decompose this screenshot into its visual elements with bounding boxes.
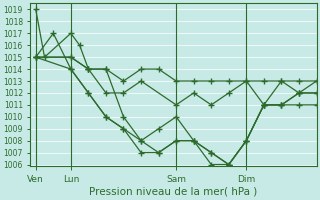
X-axis label: Pression niveau de la mer( hPa ): Pression niveau de la mer( hPa )	[89, 187, 258, 197]
